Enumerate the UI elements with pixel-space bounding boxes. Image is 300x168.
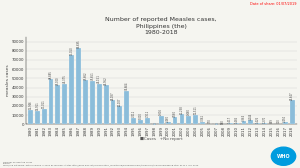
Bar (111, 100, 116, 124)
Bar (159, 116, 164, 124)
Bar (262, 123, 267, 124)
Text: 7,411: 7,411 (132, 110, 136, 117)
Text: 710: 710 (276, 119, 280, 123)
Bar (124, 91, 129, 124)
Text: 1,270: 1,270 (262, 116, 267, 123)
Text: 5,000: 5,000 (139, 113, 142, 119)
Text: 3,061: 3,061 (201, 114, 205, 121)
Text: 1,426: 1,426 (256, 116, 260, 123)
Title: Number of reported Measles cases,
Philippines (the)
1980-2018: Number of reported Measles cases, Philip… (105, 17, 217, 35)
Bar (269, 123, 274, 124)
Bar (56, 85, 60, 124)
Text: 9,460: 9,460 (187, 109, 191, 115)
Text: 82,695: 82,695 (76, 39, 81, 48)
Bar (283, 122, 288, 124)
Bar (290, 100, 295, 124)
Text: 7,680: 7,680 (173, 110, 177, 117)
Text: WHO: WHO (277, 154, 290, 159)
Bar (90, 80, 95, 124)
Bar (69, 55, 74, 124)
Bar (242, 121, 246, 124)
Bar (166, 122, 171, 124)
Text: 14,911: 14,911 (35, 102, 39, 110)
Bar (248, 120, 253, 124)
Bar (83, 80, 88, 124)
Text: 1,417: 1,417 (228, 115, 232, 123)
Text: 15,946: 15,946 (28, 101, 32, 109)
Bar (104, 85, 109, 124)
Text: 20,007: 20,007 (118, 97, 122, 106)
Text: 10,511: 10,511 (194, 106, 198, 114)
Bar (76, 48, 81, 124)
Text: 43,000: 43,000 (56, 76, 60, 85)
Bar (49, 79, 53, 124)
Bar (145, 118, 150, 124)
Bar (179, 114, 184, 124)
Text: 849: 849 (269, 118, 274, 123)
Text: 17,011: 17,011 (42, 100, 46, 108)
Bar (228, 123, 232, 124)
Text: 580: 580 (221, 119, 225, 123)
Text: 47,651: 47,651 (90, 71, 94, 80)
Text: 3,364: 3,364 (242, 114, 246, 121)
Text: 36,664: 36,664 (125, 82, 129, 90)
Text: 75,050: 75,050 (70, 46, 74, 55)
Bar (193, 115, 198, 124)
Circle shape (272, 147, 296, 165)
Text: 4,444: 4,444 (249, 113, 253, 120)
Text: 44,375: 44,375 (63, 74, 67, 83)
Bar (42, 109, 46, 124)
Text: 9,316: 9,316 (159, 109, 163, 115)
Bar (35, 111, 40, 124)
Text: 48,885: 48,885 (49, 70, 53, 79)
Text: 2,450: 2,450 (283, 115, 287, 122)
Text: Date of share: 01/07/2019: Date of share: 01/07/2019 (250, 2, 297, 6)
Bar (186, 116, 191, 124)
Text: 47,662: 47,662 (83, 72, 88, 80)
X-axis label: ■Cases   +No report: ■Cases +No report (140, 137, 183, 141)
Text: 11,238: 11,238 (180, 105, 184, 114)
Bar (138, 120, 143, 124)
Text: 26,087: 26,087 (111, 91, 115, 100)
Text: 42,952: 42,952 (104, 76, 108, 85)
Bar (255, 123, 260, 124)
Bar (200, 121, 205, 124)
Y-axis label: measles cases: measles cases (5, 65, 10, 96)
Bar (97, 84, 102, 124)
Text: 770: 770 (208, 119, 212, 123)
Bar (62, 83, 67, 124)
Text: 2,460: 2,460 (166, 115, 170, 122)
Bar (235, 123, 239, 124)
Bar (172, 117, 177, 124)
Text: 26,647: 26,647 (290, 91, 294, 100)
Bar (118, 106, 122, 124)
Text: 44,151: 44,151 (97, 75, 101, 83)
Bar (131, 117, 136, 124)
Bar (28, 110, 33, 124)
Text: Number of reported cases
Source:
WHO/IVB database, data received in 2019 by Memb: Number of reported cases Source: WHO/IVB… (3, 162, 198, 166)
Text: 1,486: 1,486 (235, 116, 239, 123)
Text: 7,311: 7,311 (146, 110, 149, 117)
